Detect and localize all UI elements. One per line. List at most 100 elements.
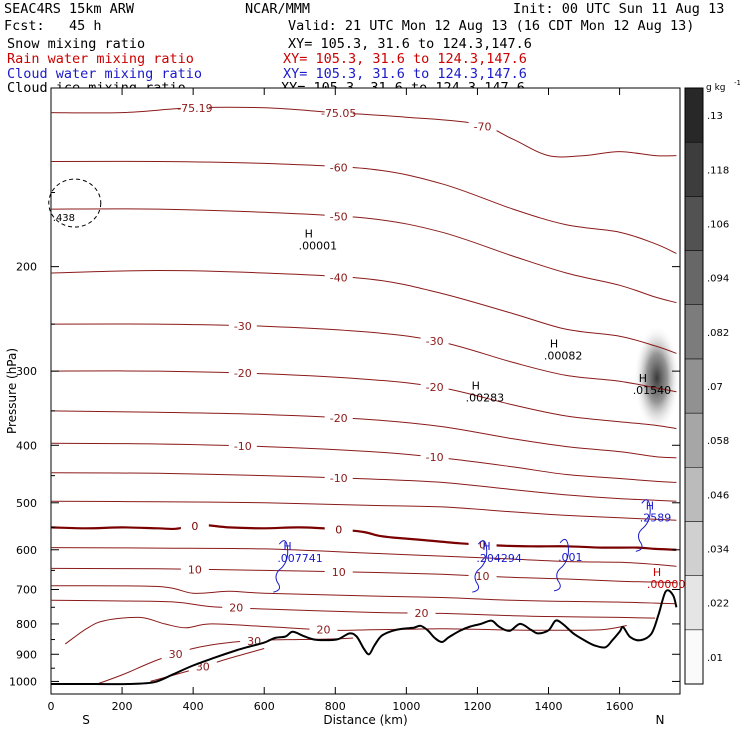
isotherm-label-bg xyxy=(309,623,338,636)
isotherm-label-bg xyxy=(180,563,209,576)
colorbar-cell xyxy=(684,629,704,685)
max-value: .01540 xyxy=(633,384,672,397)
y-tick-label: 200 xyxy=(16,261,37,274)
isotherm-line xyxy=(50,523,677,551)
isotherm-label-bg xyxy=(180,519,209,532)
isotherm-label: 20 xyxy=(229,602,243,615)
isotherm-label: -30 xyxy=(426,335,444,348)
isotherm-label-bg xyxy=(324,271,353,284)
cloudwater-contour xyxy=(635,499,651,552)
isotherm-label: -20 xyxy=(234,367,252,380)
max-marker: H xyxy=(283,540,291,553)
isotherm-line xyxy=(50,472,677,502)
max-value: .001 xyxy=(558,551,583,564)
field-label-cloudwater: Cloud water mixing ratio xyxy=(7,66,203,82)
isotherm-label-bg xyxy=(420,451,449,464)
colorbar-cell xyxy=(684,412,704,468)
max-marker: H xyxy=(482,540,490,553)
valid-time: Valid: 21 UTC Mon 12 Aug 13 (16 CDT Mon … xyxy=(288,18,695,34)
cloudwater-contour xyxy=(472,540,488,593)
x-tick-label: 600 xyxy=(254,700,275,713)
field-label-rain: Rain water mixing ratio xyxy=(7,51,194,67)
isotherm-label: -20 xyxy=(426,381,444,394)
isotherm-label: -75.05 xyxy=(321,107,356,120)
isotherm-label: -10 xyxy=(426,451,444,464)
x-axis-label: Distance (km) xyxy=(323,713,407,727)
forecast-hour: Fcst: 45 h xyxy=(4,18,102,34)
colorbar-cell xyxy=(684,358,704,414)
isotherm-label-bg xyxy=(180,101,209,114)
y-tick-label: 400 xyxy=(16,439,37,452)
max-marker: H xyxy=(305,228,313,241)
isotherm-line xyxy=(50,410,677,459)
isotherm-line xyxy=(50,599,656,619)
isotherm-label-bg xyxy=(324,565,353,578)
max-marker: H xyxy=(646,499,654,512)
colorbar-cell xyxy=(684,250,704,305)
isotherm-line xyxy=(50,269,677,354)
colorbar-label: .046 xyxy=(707,490,729,501)
init-time: Init: 00 UTC Sun 11 Aug 13 xyxy=(513,1,725,17)
colorbar-cell xyxy=(684,87,704,143)
isotherm-line xyxy=(50,585,677,605)
isotherm-label-bg xyxy=(228,319,257,332)
isotherm-label: 10 xyxy=(476,570,490,583)
isotherm-label: 0 xyxy=(191,520,198,533)
x-end-label-left: S xyxy=(82,713,90,727)
colorbar-label: .01 xyxy=(707,653,723,664)
max-marker: H xyxy=(550,337,558,350)
colorbar-label: .118 xyxy=(707,165,729,176)
snow-region-outline xyxy=(48,178,102,228)
x-tick-label: 1600 xyxy=(606,700,634,713)
colorbar-label: .034 xyxy=(707,545,729,556)
x-end-label-right: N xyxy=(656,713,665,727)
center-name: NCAR/MMM xyxy=(245,1,311,17)
isotherm-label: 30 xyxy=(169,648,183,661)
isotherm-label-bg xyxy=(407,607,436,620)
y-tick-label: 700 xyxy=(16,584,37,597)
x-tick-label: 1200 xyxy=(463,700,491,713)
isotherm-label-bg xyxy=(161,648,190,661)
max-value: .00000 xyxy=(647,578,686,591)
colorbar-cell xyxy=(684,521,704,576)
isotherm-line xyxy=(64,616,627,645)
colorbar-label: .094 xyxy=(707,274,729,285)
isotherm-label: 0 xyxy=(335,524,342,537)
isotherm-line xyxy=(50,208,677,304)
cloud-ice-shading xyxy=(633,324,680,433)
x-tick-label: 0 xyxy=(48,700,55,713)
isotherm-label: -20 xyxy=(330,412,348,425)
colorbar-label: .082 xyxy=(707,328,729,339)
isotherm-label-bg xyxy=(324,106,353,119)
isotherm-line xyxy=(50,160,677,254)
colorbar-label: .022 xyxy=(707,599,729,610)
isotherm-line xyxy=(97,637,354,685)
x-tick-label: 800 xyxy=(325,700,346,713)
y-tick-label: 1000 xyxy=(9,675,37,688)
isotherm-line xyxy=(50,500,677,521)
colorbar-cell xyxy=(684,467,704,522)
isotherm-label: -30 xyxy=(234,320,252,333)
colorbar-label: .13 xyxy=(707,111,723,122)
colorbar-label: .07 xyxy=(707,382,723,393)
isotherm-label: -75.19 xyxy=(177,102,212,115)
max-value: .00082 xyxy=(544,349,583,362)
isotherm-label-bg xyxy=(420,335,449,348)
colorbar-cell xyxy=(684,196,704,251)
isotherm-label: -40 xyxy=(330,271,348,284)
field-xy-cloudwater: XY= 105.3, 31.6 to 124.3,147.6 xyxy=(283,66,527,82)
max-value: .00001 xyxy=(299,240,338,253)
isotherm-label-bg xyxy=(228,440,257,453)
isotherm-label: 0 xyxy=(479,539,486,552)
colorbar-cell xyxy=(684,141,704,197)
field-xy-snow: XY= 105.3, 31.6 to 124.3,147.6 xyxy=(288,36,532,52)
x-tick-label: 200 xyxy=(112,700,133,713)
isotherm-label: -10 xyxy=(234,440,252,453)
isotherm-label: 10 xyxy=(332,566,346,579)
isotherm-label: 20 xyxy=(316,624,330,637)
corner-value: .438 xyxy=(53,213,75,224)
isotherm-label-bg xyxy=(324,161,353,174)
isotherm-label: -70 xyxy=(474,120,492,133)
y-tick-label: 600 xyxy=(16,544,37,557)
x-tick-label: 1400 xyxy=(535,700,563,713)
